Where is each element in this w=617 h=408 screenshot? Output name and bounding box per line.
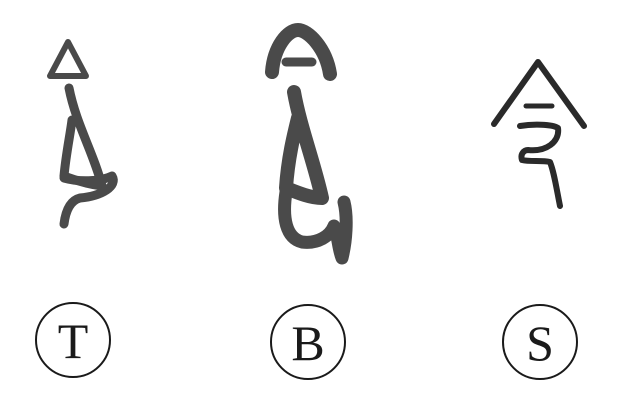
label-t-text: T [57,313,89,369]
glyph-b-icon [265,23,353,265]
label-t-circle: T [35,302,111,378]
label-s-text: S [526,315,554,371]
label-b-text: B [291,315,325,371]
label-s-circle: S [502,304,578,380]
glyph-s-icon [491,59,587,209]
label-b-circle: B [270,304,346,380]
glyph-t-icon [47,39,118,229]
